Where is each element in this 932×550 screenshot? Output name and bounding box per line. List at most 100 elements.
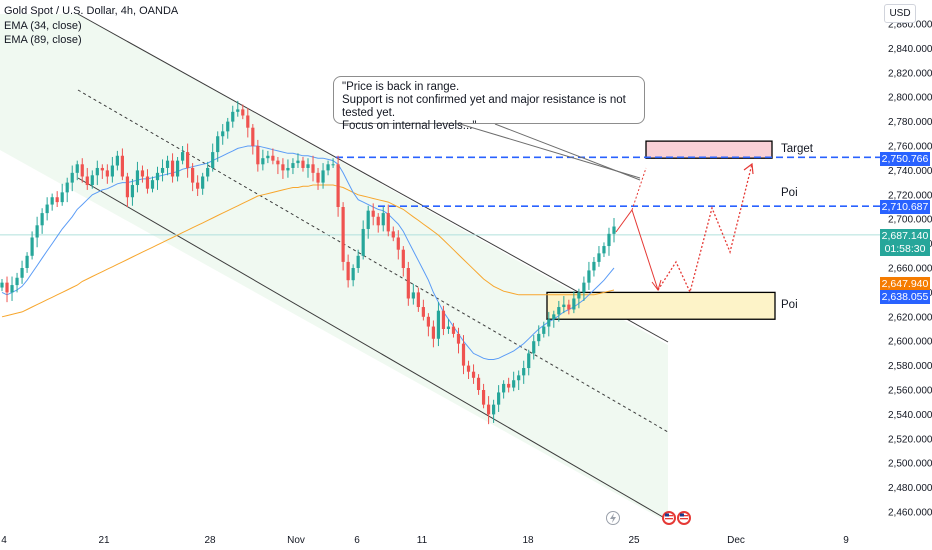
candle-body bbox=[547, 319, 551, 327]
currency-button[interactable]: USD bbox=[884, 4, 916, 23]
horizontal-levels bbox=[0, 156, 880, 236]
price-axis-bg bbox=[880, 0, 932, 550]
poi-zone bbox=[546, 291, 776, 320]
candle-body bbox=[386, 213, 390, 232]
ema34-badge: 2,647.940 bbox=[880, 277, 930, 291]
candle-body bbox=[371, 210, 375, 217]
price-tick-label: 2,460.000 bbox=[888, 508, 932, 519]
us-flag-icon bbox=[680, 513, 684, 517]
candle-body bbox=[0, 282, 4, 288]
candle-body bbox=[441, 310, 446, 329]
zones bbox=[546, 140, 776, 320]
time-tick-label: Nov bbox=[287, 535, 305, 546]
candle-body bbox=[286, 167, 290, 171]
candle-body bbox=[236, 109, 240, 112]
candle-body bbox=[316, 172, 320, 183]
ema34-legend[interactable]: EMA (34, close) bbox=[4, 20, 82, 32]
projection-dotted-up bbox=[631, 167, 647, 211]
candle-body bbox=[471, 371, 476, 378]
candle-body bbox=[75, 164, 79, 173]
price-tick-label: 2,860.000 bbox=[888, 20, 932, 31]
candle-body bbox=[246, 115, 250, 128]
candle-body bbox=[537, 333, 541, 342]
price-tick-label: 2,540.000 bbox=[888, 410, 932, 421]
us-flag-icon bbox=[680, 518, 688, 520]
candle-body bbox=[110, 165, 114, 177]
candle-body bbox=[481, 390, 486, 405]
candle-body bbox=[311, 164, 315, 173]
time-axis-bg bbox=[0, 530, 880, 550]
candle-body bbox=[497, 392, 501, 405]
price-tick-label: 2,520.000 bbox=[888, 434, 932, 445]
price-tick-label: 2,560.000 bbox=[888, 386, 932, 397]
candle-body bbox=[30, 237, 34, 256]
candle-body bbox=[436, 310, 441, 339]
candle-body bbox=[466, 365, 471, 372]
price-tick-label: 2,780.000 bbox=[888, 117, 932, 128]
time-tick-label: 11 bbox=[417, 535, 428, 546]
candle-body bbox=[65, 182, 69, 193]
candle-body bbox=[115, 155, 119, 166]
candle-body bbox=[366, 210, 370, 229]
ema-lines bbox=[1, 145, 615, 360]
candle-body bbox=[416, 292, 420, 308]
candle-body bbox=[55, 197, 59, 203]
channel-fill bbox=[0, 14, 668, 520]
candle-body bbox=[607, 233, 611, 247]
ema89-legend[interactable]: EMA (89, close) bbox=[4, 34, 82, 46]
target-price-badge: 2,750.766 bbox=[880, 152, 930, 166]
price-tick-label: 2,800.000 bbox=[888, 93, 932, 104]
candle-body bbox=[271, 155, 275, 161]
candle-body bbox=[201, 176, 205, 189]
time-tick-label: 9 bbox=[843, 535, 849, 546]
candle-body bbox=[35, 225, 39, 238]
candle-body bbox=[10, 285, 14, 293]
candle-body bbox=[446, 326, 451, 329]
ema89-line bbox=[1, 184, 615, 318]
price-axis[interactable]: 2,860.000 2,840.000 2,820.000 2,800.000 2,78… bbox=[880, 0, 932, 550]
candle-body bbox=[95, 167, 99, 176]
candle-body bbox=[567, 304, 571, 310]
candle-body bbox=[401, 249, 405, 268]
time-tick-label: 25 bbox=[628, 535, 640, 546]
projection-dotted-path bbox=[657, 163, 753, 294]
candle-body bbox=[456, 333, 461, 344]
time-tick-label: 18 bbox=[522, 535, 534, 546]
candle-body bbox=[80, 164, 84, 177]
candle-body bbox=[602, 246, 606, 254]
candle-body bbox=[150, 180, 155, 189]
price-tick-label: 2,700.000 bbox=[888, 215, 932, 226]
projection-arrows bbox=[459, 123, 754, 294]
candle-body bbox=[431, 326, 436, 339]
candle-body bbox=[426, 316, 430, 327]
price-tick-label: 2,660.000 bbox=[888, 264, 932, 275]
candle-body bbox=[592, 261, 596, 271]
candle-body bbox=[40, 213, 44, 226]
candle-body bbox=[186, 152, 190, 168]
axis-icons[interactable] bbox=[606, 511, 692, 525]
candle-body bbox=[542, 326, 546, 334]
countdown-badge: 01:58:30 bbox=[880, 242, 930, 256]
candle-body bbox=[517, 375, 521, 381]
candle-body bbox=[326, 164, 330, 171]
candle-body bbox=[476, 377, 481, 390]
candle-body bbox=[486, 404, 491, 415]
price-tick-label: 2,820.000 bbox=[888, 68, 932, 79]
candle-body bbox=[281, 164, 285, 171]
candle-body bbox=[180, 152, 185, 161]
candle-body bbox=[60, 192, 64, 203]
note-pointer bbox=[494, 123, 641, 181]
annotation-note[interactable]: "Price is back in range. Support is not … bbox=[333, 76, 645, 132]
candle-body bbox=[261, 158, 265, 165]
us-flag-icon bbox=[665, 518, 673, 520]
candle-body bbox=[140, 170, 145, 177]
chart-title: Gold Spot / U.S. Dollar, 4h, OANDA bbox=[4, 5, 179, 17]
candle-body bbox=[165, 160, 170, 168]
candle-body bbox=[120, 155, 124, 177]
channel-upper-line bbox=[77, 13, 669, 343]
time-axis[interactable]: 4 21 28 Nov 6 11 18 25 Dec 9 bbox=[0, 530, 880, 550]
price-tick-label: 2,580.000 bbox=[888, 361, 932, 372]
candle-body bbox=[597, 253, 601, 262]
candle-body bbox=[291, 163, 295, 168]
